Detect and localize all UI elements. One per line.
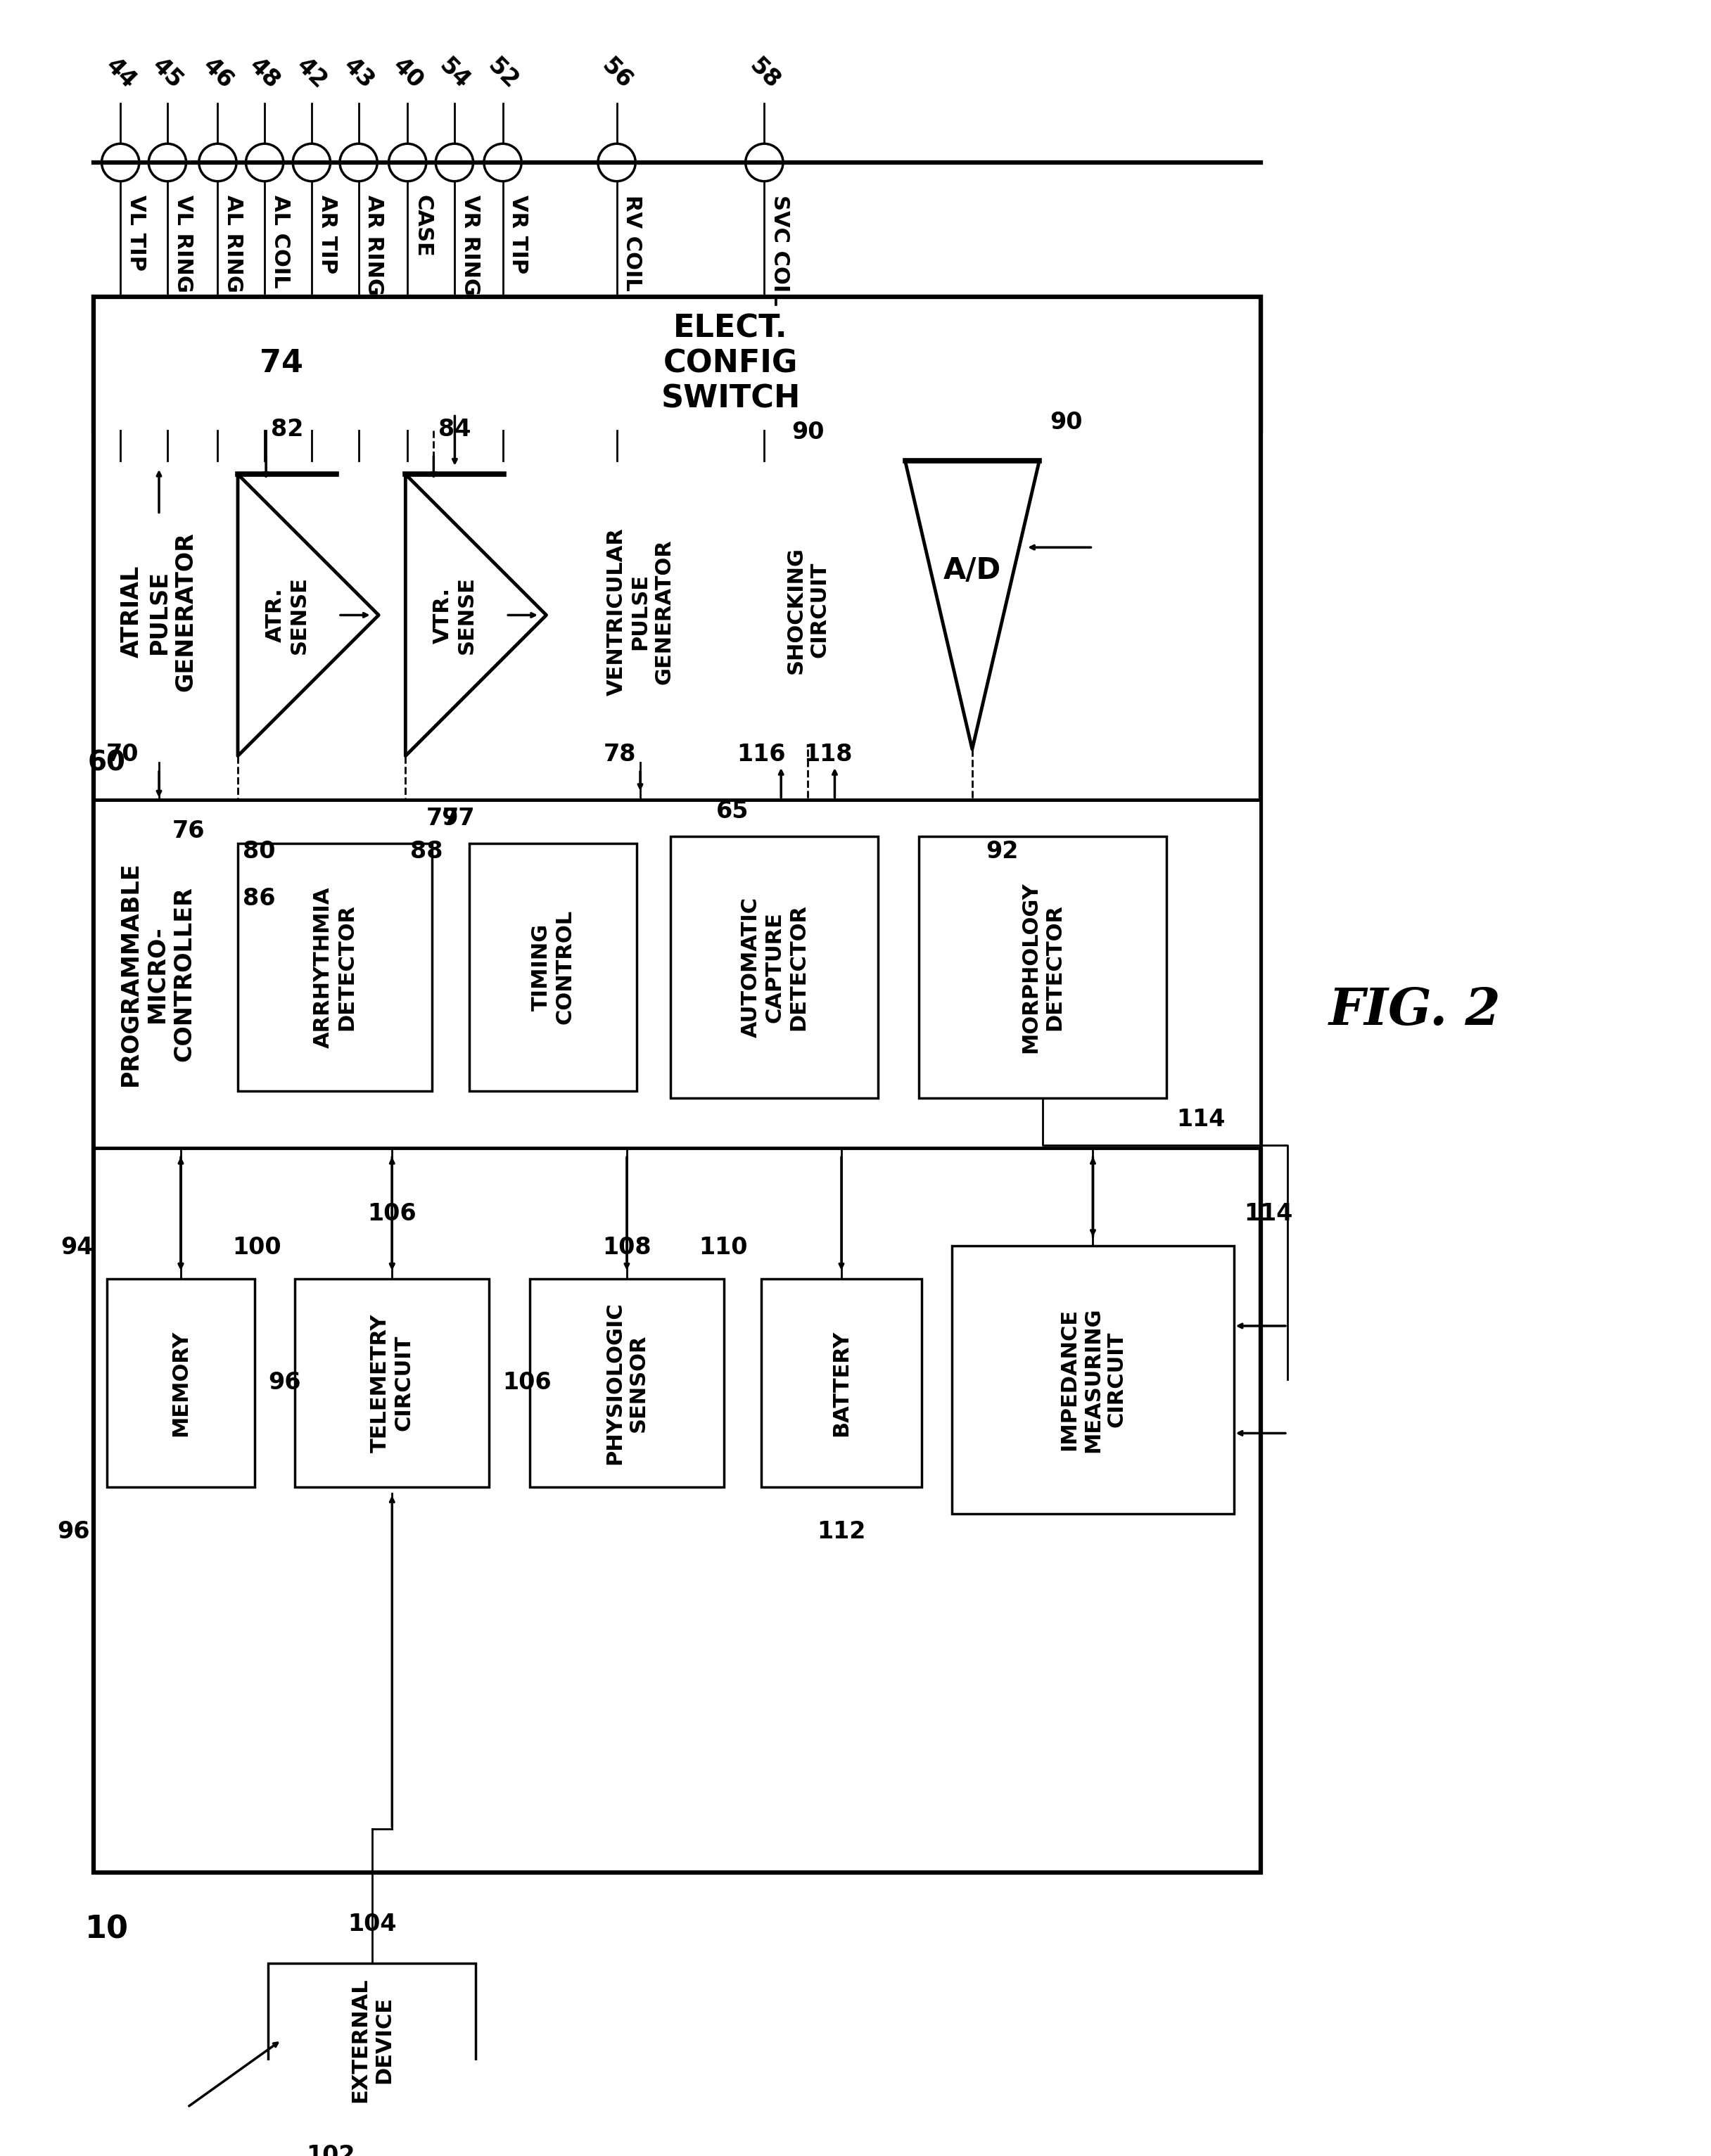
Text: 104: 104 — [347, 1912, 397, 1936]
Bar — [238, 843, 433, 1091]
Bar — [94, 298, 1261, 431]
Text: 43: 43 — [339, 54, 378, 93]
Bar — [529, 1279, 724, 1488]
Text: VENTRICULAR
PULSE
GENERATOR: VENTRICULAR PULSE GENERATOR — [606, 528, 674, 696]
Text: 112: 112 — [818, 1520, 866, 1544]
Text: AR RING: AR RING — [364, 194, 385, 295]
Text: 106: 106 — [503, 1371, 551, 1395]
Text: AR TIP: AR TIP — [317, 194, 337, 274]
Text: VR TIP: VR TIP — [508, 194, 529, 274]
Bar — [566, 461, 713, 763]
Text: 40: 40 — [388, 54, 428, 93]
Text: FIG. 2: FIG. 2 — [1329, 985, 1501, 1035]
Text: 110: 110 — [698, 1235, 748, 1259]
Text: 80: 80 — [243, 839, 275, 862]
Text: 92: 92 — [986, 839, 1018, 862]
Text: 58: 58 — [744, 54, 784, 93]
Bar — [469, 843, 636, 1091]
Text: 118: 118 — [804, 744, 852, 765]
Text: 102: 102 — [306, 2143, 354, 2156]
Bar — [94, 800, 1261, 1149]
Text: 84: 84 — [438, 418, 471, 440]
Text: MEMORY: MEMORY — [171, 1330, 192, 1436]
Text: 86: 86 — [243, 886, 275, 910]
Text: 116: 116 — [736, 744, 785, 765]
Text: 42: 42 — [293, 54, 332, 93]
Text: RV COIL: RV COIL — [623, 194, 643, 291]
Text: ATR.
SENSE: ATR. SENSE — [265, 576, 310, 653]
Text: VTR.
SENSE: VTR. SENSE — [433, 576, 477, 653]
Text: VL RING: VL RING — [173, 194, 193, 293]
Text: SVC COIL: SVC COIL — [770, 194, 790, 306]
Text: 54: 54 — [435, 54, 474, 93]
Text: 78: 78 — [604, 744, 636, 765]
Text: 96: 96 — [56, 1520, 91, 1544]
Text: IMPEDANCE
MEASURING
CIRCUIT: IMPEDANCE MEASURING CIRCUIT — [1059, 1307, 1128, 1453]
Text: 88: 88 — [411, 839, 443, 862]
Text: 114: 114 — [1177, 1108, 1225, 1132]
Bar — [269, 1962, 476, 2117]
Polygon shape — [238, 474, 378, 757]
Text: 77: 77 — [443, 806, 476, 830]
Text: 65: 65 — [717, 800, 749, 824]
Text: 106: 106 — [368, 1203, 416, 1225]
Text: 76: 76 — [173, 819, 205, 843]
Text: 100: 100 — [233, 1235, 281, 1259]
Text: 46: 46 — [198, 54, 238, 93]
Bar — [94, 298, 1261, 1871]
Text: AL RING: AL RING — [222, 194, 243, 293]
Bar — [671, 837, 878, 1097]
Text: 56: 56 — [597, 54, 636, 93]
Text: TELEMETRY
CIRCUIT: TELEMETRY CIRCUIT — [370, 1313, 414, 1453]
Text: 90: 90 — [792, 420, 825, 444]
Text: 10: 10 — [86, 1915, 128, 1945]
Text: 48: 48 — [245, 54, 284, 93]
Text: 44: 44 — [101, 54, 140, 93]
Text: 45: 45 — [147, 54, 186, 93]
Text: MORPHOLOGY
DETECTOR: MORPHOLOGY DETECTOR — [1020, 882, 1064, 1052]
Bar — [741, 470, 874, 750]
Text: 52: 52 — [483, 54, 522, 93]
Text: 82: 82 — [270, 418, 303, 440]
Text: ELECT.
CONFIG
SWITCH: ELECT. CONFIG SWITCH — [660, 313, 801, 414]
Text: 74: 74 — [260, 349, 303, 379]
Text: 114: 114 — [1244, 1203, 1292, 1225]
Text: 60: 60 — [87, 750, 127, 776]
Text: PHYSIOLOGIC
SENSOR: PHYSIOLOGIC SENSOR — [604, 1302, 648, 1464]
Text: 108: 108 — [602, 1235, 652, 1259]
Text: A/D: A/D — [943, 556, 1001, 584]
Bar — [108, 1279, 255, 1488]
Bar — [761, 1279, 922, 1488]
Text: VR RING: VR RING — [460, 194, 481, 295]
Text: CASE: CASE — [412, 194, 433, 257]
Text: 90: 90 — [1051, 412, 1083, 433]
Text: AUTOMATIC
CAPTURE
DETECTOR: AUTOMATIC CAPTURE DETECTOR — [741, 897, 808, 1037]
Text: 94: 94 — [62, 1235, 94, 1259]
Text: 79: 79 — [426, 806, 459, 830]
Bar — [951, 1246, 1234, 1514]
Text: ATRIAL
PULSE
GENERATOR: ATRIAL PULSE GENERATOR — [120, 533, 197, 692]
Bar — [94, 461, 224, 763]
Polygon shape — [406, 474, 546, 757]
Text: ARRHYTHMIA
DETECTOR: ARRHYTHMIA DETECTOR — [313, 886, 358, 1048]
Text: 70: 70 — [106, 744, 139, 765]
Polygon shape — [905, 461, 1039, 750]
Bar — [919, 837, 1167, 1097]
Text: 96: 96 — [269, 1371, 301, 1395]
Text: EXTERNAL
DEVICE: EXTERNAL DEVICE — [351, 1977, 394, 2102]
Text: VL TIP: VL TIP — [127, 194, 145, 272]
Text: SHOCKING
CIRCUIT: SHOCKING CIRCUIT — [785, 545, 830, 673]
Text: PROGRAMMABLE
MICRO-
CONTROLLER: PROGRAMMABLE MICRO- CONTROLLER — [118, 862, 195, 1087]
Text: BATTERY: BATTERY — [832, 1330, 852, 1436]
Text: TIMING
CONTROL: TIMING CONTROL — [530, 910, 575, 1024]
Text: AL COIL: AL COIL — [270, 194, 291, 289]
Bar — [294, 1279, 489, 1488]
